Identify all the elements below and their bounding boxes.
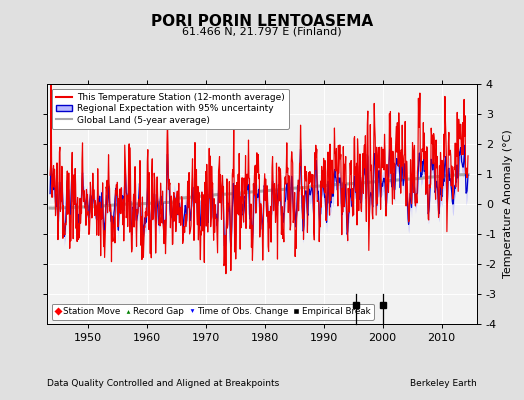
Legend: Station Move, Record Gap, Time of Obs. Change, Empirical Break: Station Move, Record Gap, Time of Obs. C… <box>51 304 374 320</box>
Text: PORI PORIN LENTOASEMA: PORI PORIN LENTOASEMA <box>151 14 373 29</box>
Y-axis label: Temperature Anomaly (°C): Temperature Anomaly (°C) <box>503 130 512 278</box>
Text: Berkeley Earth: Berkeley Earth <box>410 379 477 388</box>
Text: Data Quality Controlled and Aligned at Breakpoints: Data Quality Controlled and Aligned at B… <box>47 379 279 388</box>
Text: 61.466 N, 21.797 E (Finland): 61.466 N, 21.797 E (Finland) <box>182 26 342 36</box>
